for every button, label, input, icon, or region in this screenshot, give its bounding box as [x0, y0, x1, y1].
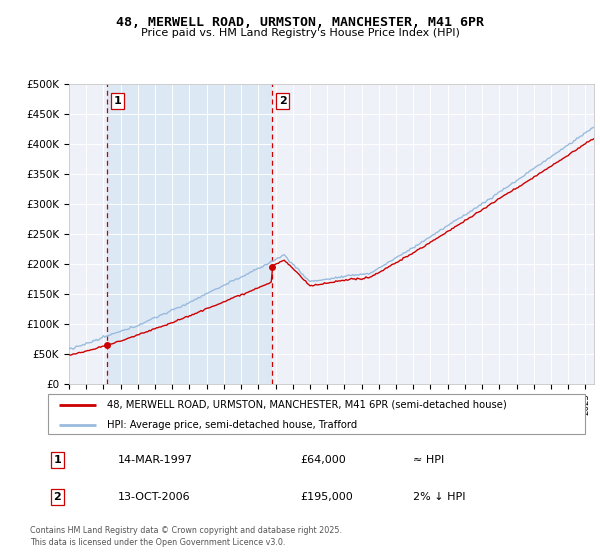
Text: 2% ↓ HPI: 2% ↓ HPI — [413, 492, 466, 502]
Text: £64,000: £64,000 — [301, 455, 346, 465]
Text: Price paid vs. HM Land Registry's House Price Index (HPI): Price paid vs. HM Land Registry's House … — [140, 28, 460, 38]
Text: ≈ HPI: ≈ HPI — [413, 455, 445, 465]
Text: 48, MERWELL ROAD, URMSTON, MANCHESTER, M41 6PR (semi-detached house): 48, MERWELL ROAD, URMSTON, MANCHESTER, M… — [107, 400, 507, 410]
Text: Contains HM Land Registry data © Crown copyright and database right 2025.
This d: Contains HM Land Registry data © Crown c… — [30, 526, 342, 547]
Text: 14-MAR-1997: 14-MAR-1997 — [118, 455, 193, 465]
Text: 13-OCT-2006: 13-OCT-2006 — [118, 492, 190, 502]
Text: HPI: Average price, semi-detached house, Trafford: HPI: Average price, semi-detached house,… — [107, 420, 358, 430]
Bar — [107, 84, 272, 384]
Text: 2: 2 — [279, 96, 287, 106]
FancyBboxPatch shape — [48, 394, 585, 434]
Text: 1: 1 — [114, 96, 122, 106]
Text: 1: 1 — [53, 455, 61, 465]
Text: 48, MERWELL ROAD, URMSTON, MANCHESTER, M41 6PR: 48, MERWELL ROAD, URMSTON, MANCHESTER, M… — [116, 16, 484, 29]
Text: £195,000: £195,000 — [301, 492, 353, 502]
Text: 2: 2 — [53, 492, 61, 502]
